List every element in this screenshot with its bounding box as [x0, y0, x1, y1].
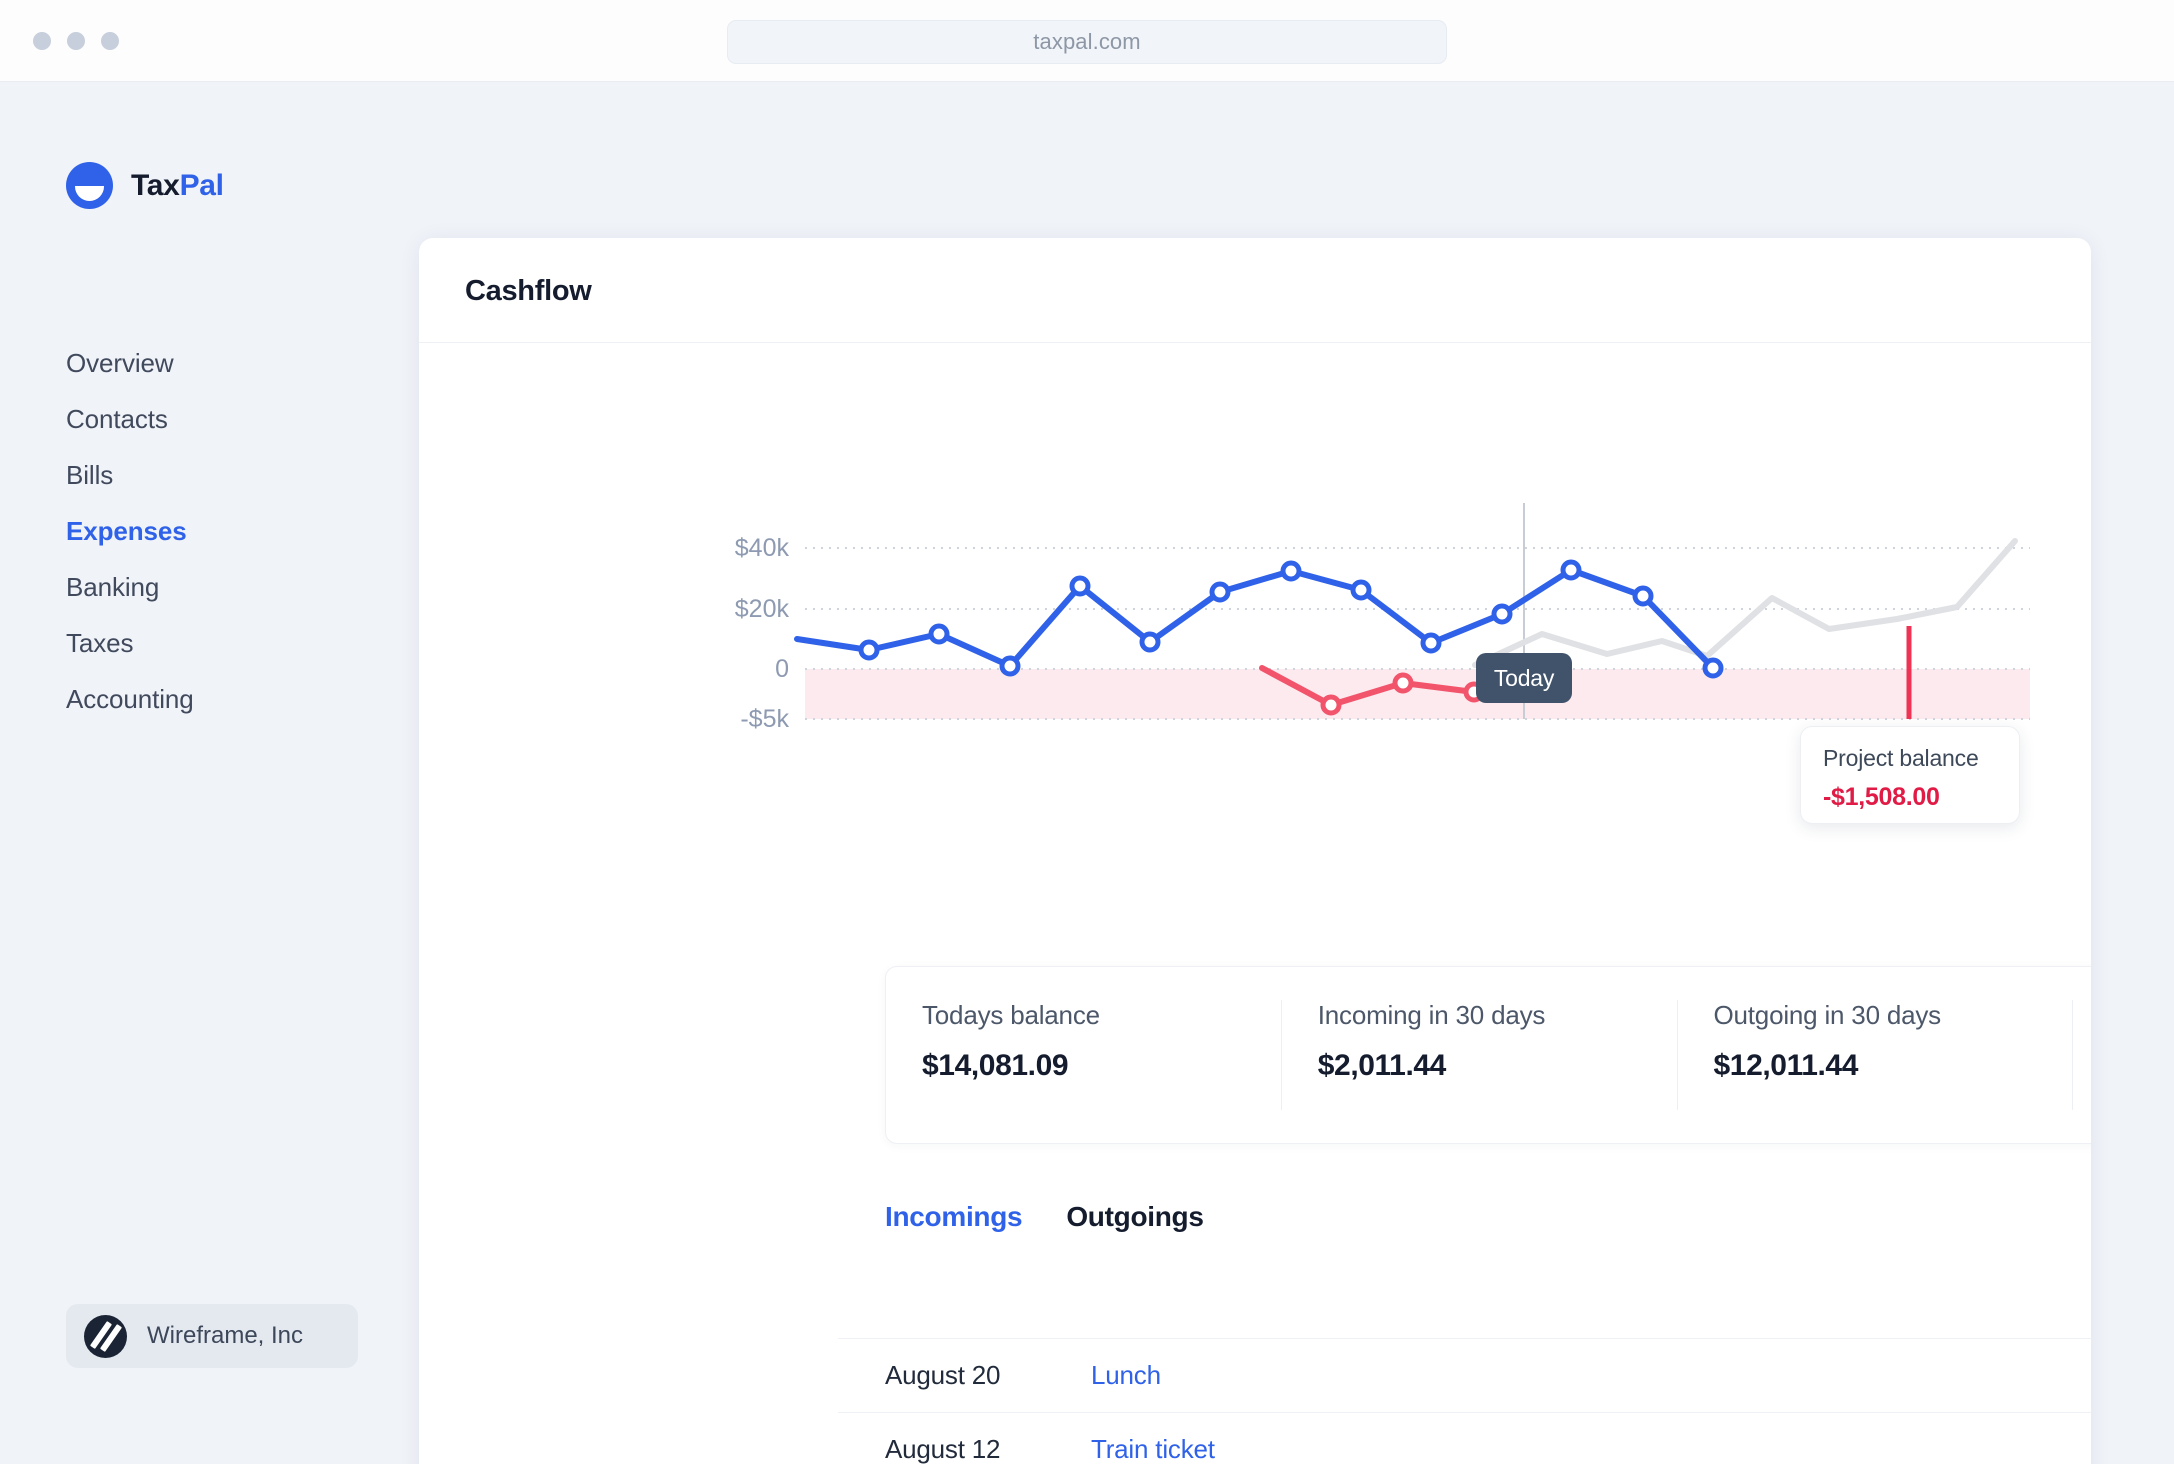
stats-summary-card: Todays balance $14,081.09 Incoming in 30… [885, 966, 2091, 1144]
txn-description-link[interactable]: Lunch [1091, 1360, 1161, 1390]
stat-value: $14,081.09 [922, 1049, 1069, 1082]
sidebar-item-banking[interactable]: Banking [66, 572, 160, 602]
tab-incomings[interactable]: Incomings [885, 1201, 1023, 1232]
project-balance-tooltip: Project balance -$1,508.00 [1800, 726, 2020, 824]
minimize-dot-icon[interactable] [67, 32, 85, 50]
stat-label: Incoming in 30 days [1317, 1000, 1546, 1030]
ytick-label-neg5k: -$5k [740, 705, 789, 733]
today-badge-label: Today [1493, 664, 1555, 691]
stat-label: Todays balance [922, 1000, 1100, 1030]
taxpal-circle-logo-icon [66, 162, 113, 209]
table-row[interactable]: August 20 Lunch $104.99 [838, 1338, 2091, 1412]
series-future-projection [1472, 538, 2018, 668]
sidebar-item-taxes[interactable]: Taxes [66, 628, 134, 658]
brand-name: TaxPal [131, 169, 224, 203]
stat-label: Outgoing in 30 days [1713, 1000, 1942, 1030]
org-switcher[interactable]: Wireframe, Inc [66, 1304, 358, 1368]
sidebar-item-bills[interactable]: Bills [66, 460, 114, 490]
window-controls[interactable] [33, 0, 119, 82]
ytick-label-0: 0 [775, 655, 789, 683]
page-title: Cashflow [465, 275, 592, 307]
series-actual-markers [858, 559, 1724, 679]
txn-date: August 12 [885, 1434, 1001, 1464]
maximize-dot-icon[interactable] [101, 32, 119, 50]
sidebar-item-expenses[interactable]: Expenses [66, 516, 187, 546]
browser-chrome: taxpal.com [0, 0, 2174, 82]
series-negative-markers [1320, 672, 1485, 716]
stat-outgoing-30-days: Outgoing in 30 days $12,011.44 [1676, 1000, 2073, 1110]
sidebar-item-contacts[interactable]: Contacts [66, 404, 168, 434]
stat-value: $12,011.44 [1713, 1049, 1859, 1082]
cashflow-panel: Cashflow $40k $20k 0 -$5k [419, 238, 2091, 1464]
brand-name-part1: Tax [131, 168, 180, 202]
table-row[interactable]: August 12 Train ticket $5.23 [838, 1412, 2091, 1464]
cashflow-chart-svg: $40k $20k 0 -$5k [735, 503, 2030, 733]
brand-name-part2: Pal [179, 168, 224, 202]
close-dot-icon[interactable] [33, 32, 51, 50]
today-badge: Today [1476, 653, 1572, 703]
brand-logo[interactable]: TaxPal [66, 162, 224, 209]
sidebar-item-overview[interactable]: Overview [66, 348, 174, 378]
tab-outgoings[interactable]: Outgoings [1066, 1201, 1204, 1232]
sidebar-nav: Overview Contacts Bills Expenses Banking… [66, 348, 346, 740]
panel-header: Cashflow [419, 238, 2091, 343]
url-text: taxpal.com [1033, 29, 1141, 54]
ytick-label-20k: $20k [735, 595, 790, 623]
stat-value: $2,011.44 [1317, 1049, 1447, 1082]
app-body: TaxPal Overview Contacts Bills Expenses … [0, 82, 2174, 1464]
txn-date: August 20 [885, 1360, 1001, 1390]
stat-incoming-30-days: Incoming in 30 days $2,011.44 [1280, 1000, 1677, 1110]
sidebar-item-accounting[interactable]: Accounting [66, 684, 194, 714]
sidebar: TaxPal Overview Contacts Bills Expenses … [0, 82, 419, 1464]
txn-description-link[interactable]: Train ticket [1091, 1434, 1215, 1464]
transaction-tabs: Incomings Outgoings [885, 1201, 1204, 1233]
wireframe-slash-logo-icon [84, 1314, 127, 1358]
cashflow-chart[interactable]: $40k $20k 0 -$5k [419, 343, 2091, 824]
stat-todays-balance: Todays balance $14,081.09 [886, 1000, 1281, 1110]
org-name: Wireframe, Inc [147, 1322, 304, 1349]
negative-band [805, 669, 2030, 719]
address-bar[interactable]: taxpal.com [727, 20, 1447, 64]
stat-projected-balance: Projected balance -$1,518.00 [2072, 1000, 2091, 1110]
ytick-label-40k: $40k [735, 534, 790, 562]
series-actual-balance [794, 567, 1716, 671]
tooltip-label: Project balance [1823, 745, 1979, 771]
transactions-table: August 20 Lunch $104.99 August 12 Train … [838, 1338, 2091, 1464]
tooltip-value: -$1,508.00 [1823, 783, 1940, 811]
